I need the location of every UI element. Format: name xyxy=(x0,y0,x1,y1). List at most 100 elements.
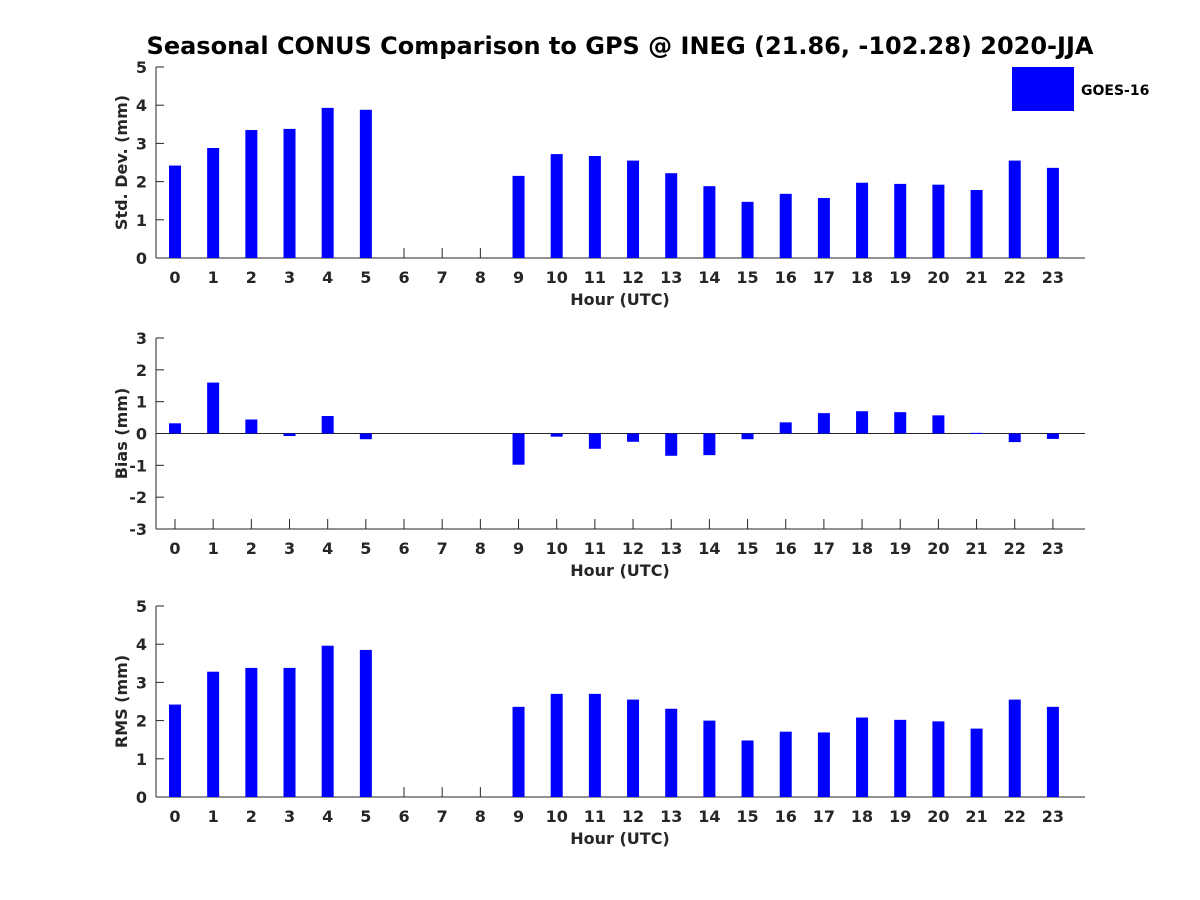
bar xyxy=(779,193,792,258)
bar xyxy=(245,667,258,797)
bar xyxy=(321,645,334,797)
bar xyxy=(932,184,945,258)
x-tick-label: 17 xyxy=(813,268,835,287)
bar xyxy=(321,107,334,259)
x-axis-label: Hour (UTC) xyxy=(570,290,670,309)
x-tick-label: 17 xyxy=(813,539,835,558)
x-tick-label: 3 xyxy=(284,539,295,558)
bar xyxy=(779,422,792,434)
x-tick-label: 3 xyxy=(284,268,295,287)
bar xyxy=(856,717,869,797)
x-tick-label: 7 xyxy=(437,268,448,287)
y-tick-label: 5 xyxy=(136,58,147,77)
x-tick-label: 15 xyxy=(736,539,758,558)
bar xyxy=(894,412,907,434)
x-tick-label: 21 xyxy=(965,807,987,826)
bar xyxy=(894,183,907,258)
bar xyxy=(588,156,601,258)
x-tick-label: 10 xyxy=(546,539,568,558)
bar xyxy=(970,728,983,797)
x-tick-label: 17 xyxy=(813,807,835,826)
y-axis-label: Bias (mm) xyxy=(112,388,131,480)
bar xyxy=(817,732,830,797)
x-tick-label: 16 xyxy=(775,807,797,826)
x-tick-label: 4 xyxy=(322,268,333,287)
bar xyxy=(1008,160,1021,258)
x-tick-label: 12 xyxy=(622,539,644,558)
bar xyxy=(627,160,640,258)
y-tick-label: 5 xyxy=(136,597,147,616)
x-tick-label: 3 xyxy=(284,807,295,826)
bar xyxy=(741,433,754,440)
bar xyxy=(627,433,640,442)
bar xyxy=(550,433,563,437)
bar xyxy=(627,699,640,797)
bar xyxy=(894,719,907,797)
x-tick-label: 8 xyxy=(475,268,486,287)
bar xyxy=(1008,699,1021,797)
x-tick-label: 21 xyxy=(965,539,987,558)
x-tick-label: 1 xyxy=(208,268,219,287)
x-tick-label: 22 xyxy=(1004,539,1026,558)
x-tick-label: 16 xyxy=(775,539,797,558)
bar xyxy=(1046,706,1059,797)
bar xyxy=(283,433,296,437)
bar xyxy=(856,182,869,258)
x-tick-label: 2 xyxy=(246,807,257,826)
x-tick-label: 16 xyxy=(775,268,797,287)
x-tick-label: 14 xyxy=(698,807,720,826)
x-tick-label: 1 xyxy=(208,539,219,558)
x-tick-label: 18 xyxy=(851,268,873,287)
y-tick-label: -2 xyxy=(129,488,147,507)
bar xyxy=(779,731,792,797)
x-tick-label: 21 xyxy=(965,268,987,287)
legend-swatch xyxy=(1012,67,1074,111)
x-tick-label: 11 xyxy=(584,807,606,826)
x-tick-label: 11 xyxy=(584,539,606,558)
bar xyxy=(741,201,754,258)
x-tick-label: 14 xyxy=(698,539,720,558)
bar xyxy=(283,667,296,797)
x-tick-label: 6 xyxy=(398,539,409,558)
bar xyxy=(245,130,258,258)
x-tick-label: 11 xyxy=(584,268,606,287)
x-tick-label: 20 xyxy=(927,268,949,287)
x-tick-label: 4 xyxy=(322,539,333,558)
bar xyxy=(932,721,945,797)
x-tick-label: 0 xyxy=(169,268,180,287)
y-axis-label: RMS (mm) xyxy=(112,655,131,748)
bar xyxy=(665,708,678,797)
bar xyxy=(588,433,601,449)
y-tick-label: 0 xyxy=(136,788,147,807)
x-tick-label: 4 xyxy=(322,807,333,826)
bar xyxy=(169,423,181,434)
x-tick-label: 8 xyxy=(475,539,486,558)
x-tick-label: 19 xyxy=(889,268,911,287)
x-tick-label: 12 xyxy=(622,268,644,287)
x-tick-label: 15 xyxy=(736,807,758,826)
x-tick-label: 14 xyxy=(698,268,720,287)
x-tick-label: 23 xyxy=(1042,539,1064,558)
x-tick-label: 13 xyxy=(660,539,682,558)
bar xyxy=(703,433,716,456)
x-tick-label: 2 xyxy=(246,539,257,558)
x-tick-label: 20 xyxy=(927,807,949,826)
x-tick-label: 18 xyxy=(851,539,873,558)
x-tick-label: 9 xyxy=(513,539,524,558)
bar xyxy=(1046,433,1059,439)
bar xyxy=(1046,167,1059,258)
x-tick-label: 10 xyxy=(546,268,568,287)
bar xyxy=(512,706,525,797)
bar xyxy=(169,704,181,797)
x-tick-label: 0 xyxy=(169,807,180,826)
bar xyxy=(245,419,258,434)
bar xyxy=(817,198,830,258)
x-tick-label: 7 xyxy=(437,807,448,826)
x-tick-label: 13 xyxy=(660,807,682,826)
bar xyxy=(741,740,754,797)
x-tick-label: 7 xyxy=(437,539,448,558)
